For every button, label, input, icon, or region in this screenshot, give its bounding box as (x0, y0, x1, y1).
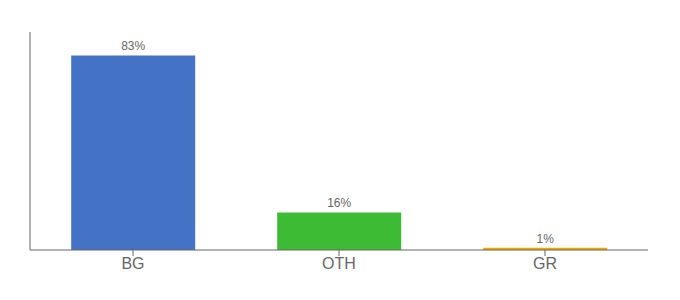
svg-text:BG: BG (121, 255, 144, 272)
svg-text:OTH: OTH (322, 255, 356, 272)
svg-text:GR: GR (533, 255, 557, 272)
svg-text:16%: 16% (327, 196, 351, 210)
svg-text:83%: 83% (121, 39, 145, 53)
svg-text:1%: 1% (537, 232, 555, 246)
